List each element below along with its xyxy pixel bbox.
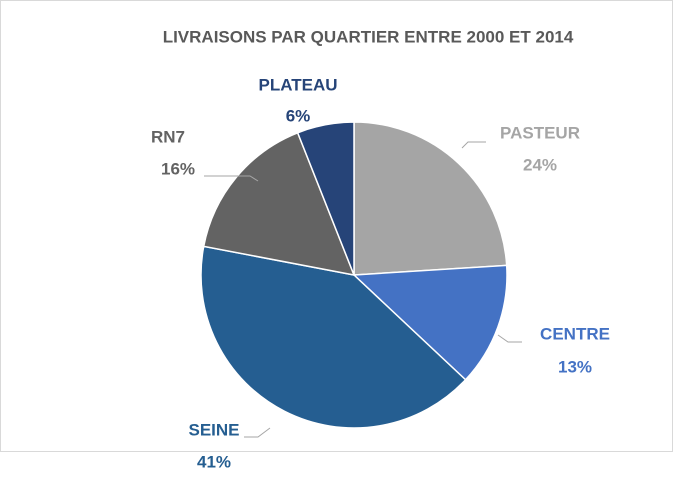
pie-slice <box>352 264 508 381</box>
slice-value-label: 6% <box>286 106 311 125</box>
slice-label: RN7 <box>151 127 185 146</box>
slice-value-label: 13% <box>558 357 592 376</box>
slice-value-label: 16% <box>161 159 195 178</box>
slice-value-label: 41% <box>197 452 231 471</box>
leader-line <box>204 175 259 182</box>
leader-line <box>244 427 271 438</box>
slice-label: PLATEAU <box>258 75 337 94</box>
pie-slice <box>296 121 355 276</box>
slice-label: CENTRE <box>540 324 610 343</box>
pie-slice <box>200 245 467 429</box>
leader-line <box>497 334 522 343</box>
slice-label: SEINE <box>188 420 239 439</box>
pie-slice <box>202 131 356 276</box>
pie-slice <box>353 121 508 276</box>
leader-line <box>461 141 486 149</box>
slice-label: PASTEUR <box>500 123 580 142</box>
slice-value-label: 24% <box>523 155 557 174</box>
chart-title: LIVRAISONS PAR QUARTIER ENTRE 2000 ET 20… <box>163 27 574 46</box>
